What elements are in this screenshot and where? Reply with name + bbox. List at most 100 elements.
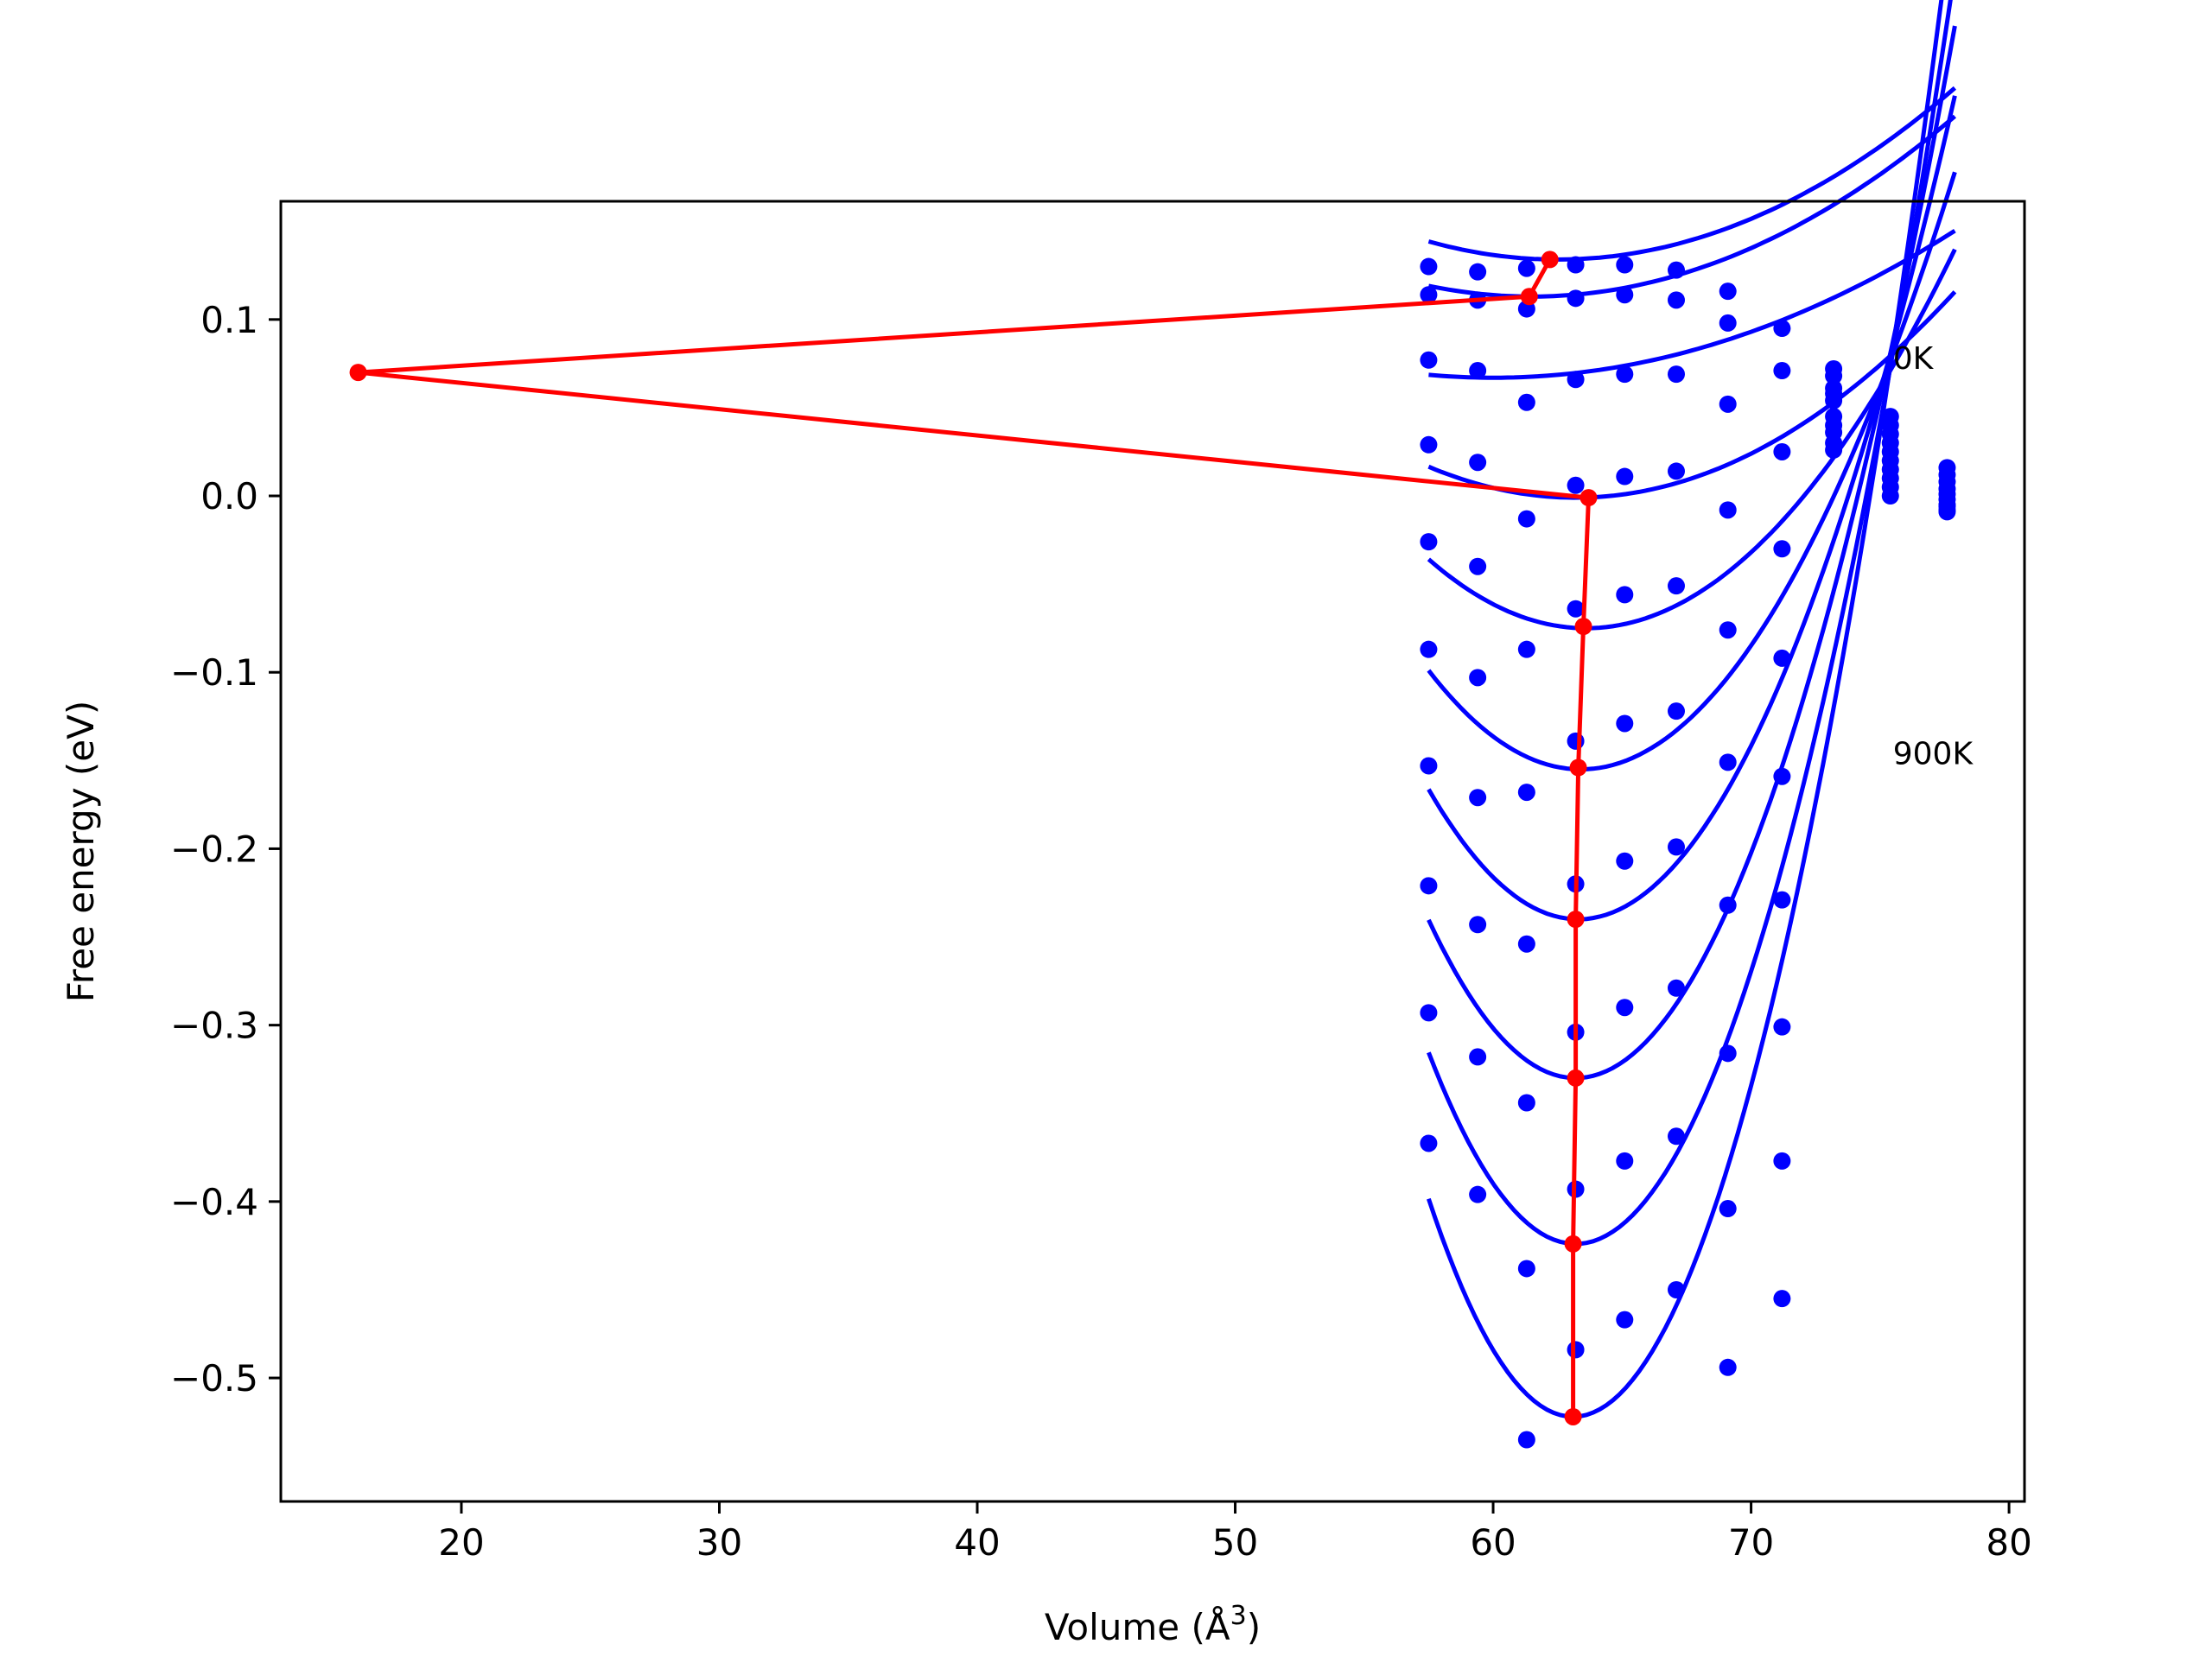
data-point-3-5 bbox=[1667, 462, 1685, 480]
data-point-3-4 bbox=[1616, 467, 1634, 486]
data-point-8-2 bbox=[1517, 1260, 1535, 1278]
data-point-4-4 bbox=[1616, 586, 1634, 604]
data-point-2-3 bbox=[1567, 371, 1585, 389]
data-point-2-0 bbox=[1420, 351, 1438, 369]
data-point-6-8 bbox=[1825, 416, 1843, 435]
data-point-9-6 bbox=[1719, 1358, 1737, 1376]
data-point-7-4 bbox=[1616, 999, 1634, 1017]
minima-path bbox=[349, 251, 1598, 1425]
minima-point-2 bbox=[349, 364, 367, 382]
data-point-9-3 bbox=[1567, 1341, 1585, 1359]
data-point-6-0 bbox=[1420, 757, 1438, 775]
fit-curve-6 bbox=[1427, 95, 1957, 922]
data-point-5-4 bbox=[1616, 714, 1634, 733]
data-point-5-7 bbox=[1773, 767, 1791, 785]
data-point-4-7 bbox=[1773, 649, 1791, 667]
fit-curve-7 bbox=[1427, 25, 1957, 1081]
data-point-3-1 bbox=[1469, 454, 1487, 472]
x-tick-label-60: 60 bbox=[1470, 1521, 1516, 1564]
data-point-0-1 bbox=[1469, 263, 1487, 281]
data-point-7-8 bbox=[1825, 391, 1843, 409]
data-point-1-5 bbox=[1667, 291, 1685, 309]
x-tick-label-50: 50 bbox=[1212, 1521, 1258, 1564]
y-tick-label-2: −0.1 bbox=[170, 651, 258, 694]
data-point-5-5 bbox=[1667, 702, 1685, 720]
minima-point-7 bbox=[1567, 1069, 1585, 1087]
data-point-0-3 bbox=[1567, 256, 1585, 274]
y-axis-label: Free energy (eV) bbox=[60, 701, 102, 1003]
minima-point-1 bbox=[1520, 288, 1538, 306]
data-point-9-10 bbox=[1938, 503, 1956, 521]
data-point-5-2 bbox=[1517, 784, 1535, 802]
data-point-9-0 bbox=[1420, 1134, 1438, 1152]
x-tick-label-80: 80 bbox=[1986, 1521, 2031, 1564]
data-point-3-7 bbox=[1773, 540, 1791, 558]
annotation-1: 900K bbox=[1893, 736, 1974, 771]
y-tick-label-3: −0.2 bbox=[170, 828, 258, 870]
data-point-7-0 bbox=[1420, 877, 1438, 895]
data-point-1-4 bbox=[1616, 286, 1634, 304]
data-point-0-4 bbox=[1616, 256, 1634, 274]
fit-curve-1 bbox=[1427, 114, 1957, 299]
data-point-9-9 bbox=[1881, 487, 1899, 505]
data-point-8-7 bbox=[1773, 1152, 1791, 1170]
data-point-4-1 bbox=[1469, 557, 1487, 575]
x-tick-label-40: 40 bbox=[954, 1521, 1000, 1564]
data-point-8-8 bbox=[1825, 379, 1843, 397]
data-point-0-5 bbox=[1667, 261, 1685, 279]
minima-point-8 bbox=[1564, 1235, 1582, 1253]
data-point-5-0 bbox=[1420, 640, 1438, 658]
x-tick-label-30: 30 bbox=[696, 1521, 742, 1564]
data-point-0-7 bbox=[1773, 320, 1791, 338]
x-axis-ticks: 20 30 40 50 60 70 80 bbox=[438, 1501, 2032, 1564]
data-point-9-2 bbox=[1517, 1431, 1535, 1449]
x-tick-label-70: 70 bbox=[1728, 1521, 1774, 1564]
data-point-8-4 bbox=[1616, 1152, 1634, 1170]
data-point-6-1 bbox=[1469, 789, 1487, 807]
data-point-6-5 bbox=[1667, 838, 1685, 856]
y-tick-label-0: 0.1 bbox=[200, 299, 258, 341]
x-axis-label: Volume (Å3) bbox=[1045, 1601, 1261, 1648]
minima-point-3 bbox=[1580, 489, 1598, 507]
fit-curves bbox=[1427, 0, 1957, 1419]
data-point-2-7 bbox=[1773, 442, 1791, 460]
data-point-8-1 bbox=[1469, 1048, 1487, 1066]
data-point-2-6 bbox=[1719, 395, 1737, 413]
data-point-5-6 bbox=[1719, 753, 1737, 771]
data-point-2-1 bbox=[1469, 362, 1487, 380]
data-point-0-0 bbox=[1420, 257, 1438, 276]
data-point-3-2 bbox=[1517, 510, 1535, 528]
data-point-4-2 bbox=[1517, 640, 1535, 658]
data-point-3-0 bbox=[1420, 435, 1438, 454]
x-tick-label-20: 20 bbox=[438, 1521, 484, 1564]
data-point-4-5 bbox=[1667, 577, 1685, 595]
data-point-5-3 bbox=[1567, 732, 1585, 750]
data-point-2-4 bbox=[1616, 365, 1634, 384]
fit-curve-3 bbox=[1427, 290, 1957, 500]
data-point-7-7 bbox=[1773, 1018, 1791, 1036]
annotations: 0K 900K bbox=[1893, 341, 1974, 771]
minima-point-6 bbox=[1567, 911, 1585, 929]
data-point-1-0 bbox=[1420, 286, 1438, 304]
fit-curve-2 bbox=[1428, 228, 1956, 380]
plot-frame bbox=[279, 200, 2026, 1503]
data-point-8-5 bbox=[1667, 1127, 1685, 1146]
data-point-4-0 bbox=[1420, 533, 1438, 551]
data-point-1-3 bbox=[1567, 289, 1585, 308]
fit-curve-9 bbox=[1427, 0, 1944, 1419]
data-point-8-6 bbox=[1719, 1200, 1737, 1218]
data-point-1-7 bbox=[1773, 362, 1791, 380]
y-tick-label-4: −0.3 bbox=[170, 1005, 258, 1047]
fit-curve-4 bbox=[1427, 248, 1957, 631]
data-point-6-4 bbox=[1616, 852, 1634, 870]
data-point-2-2 bbox=[1517, 393, 1535, 411]
data-point-4-3 bbox=[1567, 600, 1585, 618]
minima-point-0 bbox=[1541, 251, 1559, 269]
data-point-7-5 bbox=[1667, 979, 1685, 997]
y-axis-ticks: 0.1 0.0 −0.1 −0.2 −0.3 −0.4 −0.5 bbox=[170, 299, 281, 1400]
data-point-4-6 bbox=[1719, 621, 1737, 639]
y-tick-label-1: 0.0 bbox=[200, 475, 258, 517]
fit-curve-0 bbox=[1427, 86, 1957, 262]
